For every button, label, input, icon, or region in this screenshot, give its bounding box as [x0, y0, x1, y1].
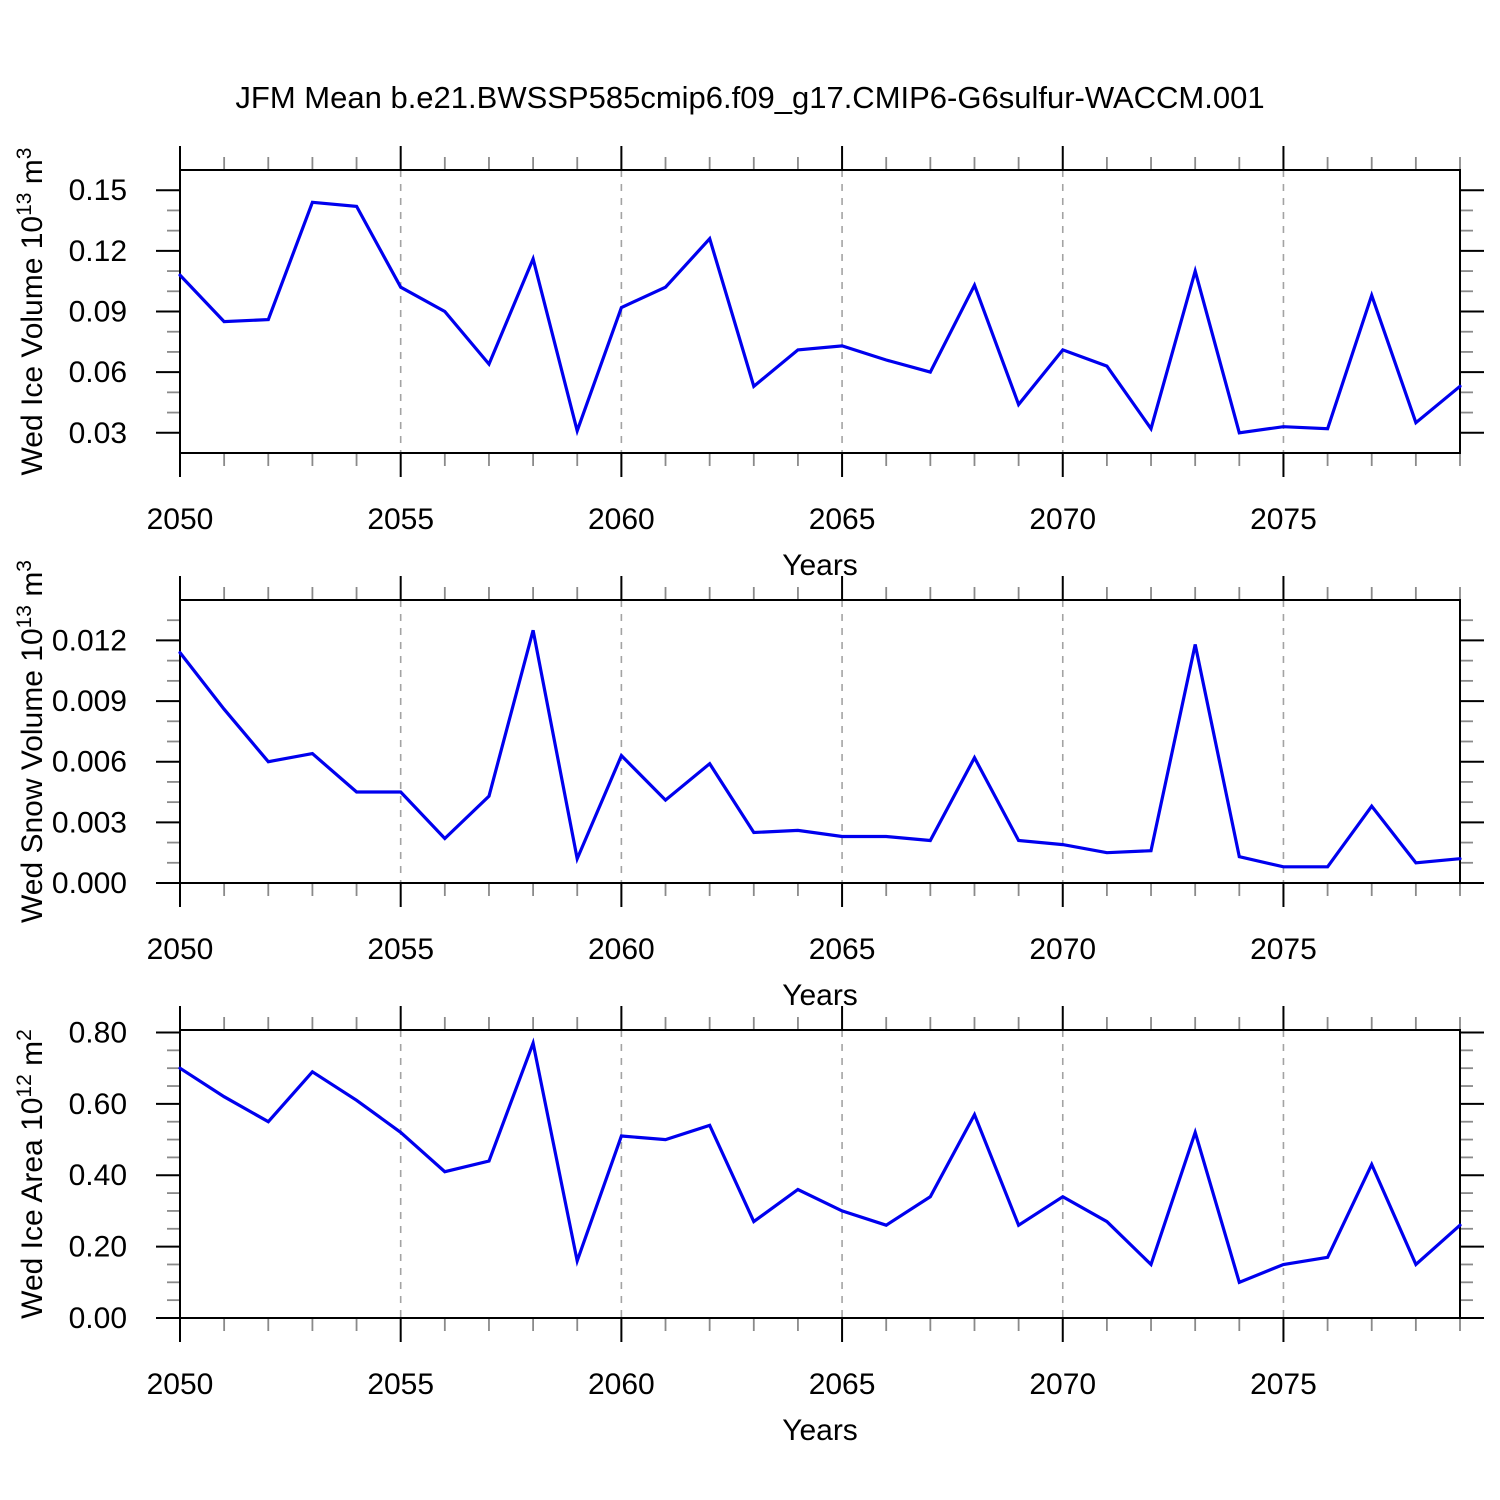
svg-text:2065: 2065 — [809, 1368, 876, 1401]
svg-text:2075: 2075 — [1250, 933, 1317, 966]
x-axis-label: Years — [782, 979, 858, 1012]
svg-text:2060: 2060 — [588, 503, 655, 536]
svg-text:0.40: 0.40 — [69, 1159, 127, 1192]
svg-text:2070: 2070 — [1029, 933, 1096, 966]
x-ticks — [179, 1006, 1461, 1342]
svg-text:2050: 2050 — [147, 1368, 214, 1401]
x-ticks — [179, 576, 1461, 907]
data-line-wed-ice-volume — [178, 200, 1462, 437]
svg-text:0.15: 0.15 — [69, 174, 127, 207]
svg-text:0.20: 0.20 — [69, 1231, 127, 1264]
plot-frame — [179, 169, 1461, 454]
y-tick-labels: 0.000 0.003 0.006 0.009 0.012 — [52, 624, 127, 900]
svg-text:2065: 2065 — [809, 933, 876, 966]
plot-frame — [179, 599, 1461, 884]
svg-text:2060: 2060 — [588, 1368, 655, 1401]
x-tick-labels: 2050 2055 2060 2065 2070 2075 — [147, 1368, 1317, 1401]
svg-text:2050: 2050 — [147, 933, 214, 966]
svg-text:2075: 2075 — [1250, 1368, 1317, 1401]
data-line-wed-snow-volume — [178, 629, 1462, 869]
y-ticks — [156, 189, 1484, 434]
svg-text:2055: 2055 — [367, 503, 434, 536]
svg-text:0.60: 0.60 — [69, 1088, 127, 1121]
y-tick-labels: 0.00 0.20 0.40 0.60 0.80 — [69, 1016, 127, 1335]
x-tick-labels: 2050 2055 2060 2065 2070 2075 — [147, 933, 1317, 966]
y-axis-label: Wed Ice Area 1012 m2 — [13, 1029, 49, 1319]
svg-text:2070: 2070 — [1029, 1368, 1096, 1401]
svg-text:2075: 2075 — [1250, 503, 1317, 536]
x-axis-label: Years — [782, 549, 858, 582]
gridlines — [399, 170, 1285, 453]
gridlines — [399, 1030, 1285, 1318]
svg-text:0.03: 0.03 — [69, 417, 127, 450]
svg-text:2050: 2050 — [147, 503, 214, 536]
svg-text:2070: 2070 — [1029, 503, 1096, 536]
svg-text:0.06: 0.06 — [69, 356, 127, 389]
gridlines — [399, 600, 1285, 883]
svg-text:0.009: 0.009 — [52, 685, 127, 718]
svg-text:2055: 2055 — [367, 933, 434, 966]
svg-text:0.000: 0.000 — [52, 867, 127, 900]
y-ticks — [156, 619, 1484, 884]
y-axis-label: Wed Snow Volume 1013 m3 — [13, 560, 49, 923]
y-tick-labels: 0.03 0.06 0.09 0.12 0.15 — [69, 174, 127, 450]
y-axis-label: Wed Ice Volume 1013 m3 — [13, 148, 49, 476]
data-line-wed-ice-area — [178, 1037, 1462, 1285]
figure-title: JFM Mean b.e21.BWSSP585cmip6.f09_g17.CMI… — [235, 80, 1265, 115]
x-ticks — [179, 146, 1461, 477]
plot-frame — [179, 1029, 1461, 1319]
plot-wed-snow-volume: 0.000 0.003 0.006 0.009 0.012 2050 2055 2060 206… — [13, 560, 1484, 1012]
plot-wed-ice-volume: 0.03 0.06 0.09 0.12 0.15 2050 2055 2060 2065 2070… — [13, 146, 1484, 582]
x-tick-labels: 2050 2055 2060 2065 2070 2075 — [147, 503, 1317, 536]
svg-text:0.00: 0.00 — [69, 1302, 127, 1335]
svg-text:2060: 2060 — [588, 933, 655, 966]
svg-text:0.003: 0.003 — [52, 806, 127, 839]
svg-text:2065: 2065 — [809, 503, 876, 536]
plot-wed-ice-area: 0.00 0.20 0.40 0.60 0.80 2050 2055 2060 2065 2070… — [13, 1006, 1484, 1447]
y-ticks — [156, 1031, 1484, 1319]
svg-text:0.09: 0.09 — [69, 296, 127, 329]
svg-text:2055: 2055 — [367, 1368, 434, 1401]
svg-text:0.006: 0.006 — [52, 746, 127, 779]
svg-text:0.012: 0.012 — [52, 624, 127, 657]
x-axis-label: Years — [782, 1414, 858, 1447]
svg-text:0.12: 0.12 — [69, 235, 127, 268]
svg-text:0.80: 0.80 — [69, 1016, 127, 1049]
